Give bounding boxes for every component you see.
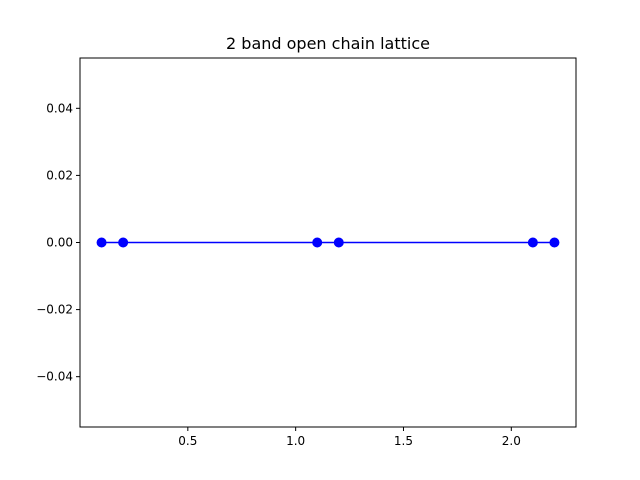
y-tick-label: 0.02 <box>46 168 73 182</box>
chart-title: 2 band open chain lattice <box>226 34 430 53</box>
data-point <box>96 237 107 248</box>
data-point <box>333 237 344 248</box>
x-tick-label: 0.5 <box>178 434 197 448</box>
x-tick-label: 2.0 <box>502 434 521 448</box>
y-tick-label: 0.00 <box>46 236 73 250</box>
y-tick-label: 0.04 <box>46 101 73 115</box>
x-tick-label: 1.0 <box>286 434 305 448</box>
data-point <box>549 237 560 248</box>
data-point <box>118 237 129 248</box>
data-point <box>312 237 323 248</box>
x-axis: 0.5 1.0 1.5 2.0 <box>178 427 521 448</box>
data-point <box>527 237 538 248</box>
y-tick-label: −0.02 <box>36 303 73 317</box>
x-tick-label: 1.5 <box>394 434 413 448</box>
y-axis: −0.04 −0.02 0.00 0.02 0.04 <box>36 101 80 384</box>
plot-frame <box>79 57 577 428</box>
y-tick-label: −0.04 <box>36 370 73 384</box>
series-layer <box>96 237 560 248</box>
